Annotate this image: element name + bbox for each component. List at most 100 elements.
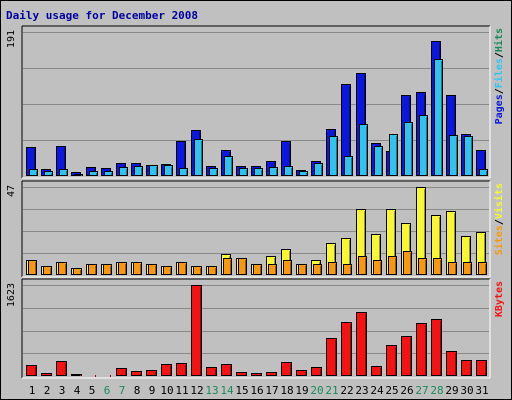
bar-files <box>464 136 473 176</box>
bar-kbytes <box>311 367 322 376</box>
bar-kbytes <box>161 364 172 376</box>
bar-kbytes <box>146 370 157 376</box>
bar-files <box>299 171 308 176</box>
bar-sites <box>433 258 442 275</box>
legend-entry: KBytes <box>494 281 505 317</box>
bar-kbytes <box>191 285 202 376</box>
bar-kbytes <box>386 345 397 376</box>
x-tick-label: 18 <box>280 384 293 397</box>
bar-files <box>164 165 173 176</box>
bar-kbytes <box>401 336 412 376</box>
bar-sites <box>163 266 172 275</box>
bar-files <box>419 115 428 176</box>
x-tick-label: 21 <box>325 384 338 397</box>
bar-files <box>119 167 128 176</box>
bar-files <box>224 156 233 176</box>
bar-files <box>389 134 398 176</box>
bar-sites <box>73 268 82 275</box>
bar-kbytes <box>56 361 67 376</box>
bar-files <box>314 163 323 176</box>
x-tick-label: 24 <box>370 384 384 397</box>
legend-entry: Hits <box>493 28 505 52</box>
legend-separator: / <box>494 88 505 94</box>
x-tick-label: 3 <box>59 384 66 397</box>
bar-sites <box>58 262 67 275</box>
bar-sites <box>418 258 427 275</box>
bar-files <box>329 136 338 176</box>
bar-sites <box>448 262 457 275</box>
bar-sites <box>253 264 262 275</box>
bar-kbytes <box>296 370 307 376</box>
legend-separator: / <box>494 52 505 58</box>
bar-sites <box>403 251 412 275</box>
x-tick-label: 27 <box>415 384 428 397</box>
x-tick-label: 31 <box>475 384 488 397</box>
x-tick-label: 16 <box>250 384 263 397</box>
bar-files <box>194 139 203 176</box>
bar-files <box>449 135 458 176</box>
bar-files <box>359 124 368 176</box>
bar-files <box>29 169 38 176</box>
bar-kbytes <box>326 338 337 376</box>
bar-files <box>209 168 218 176</box>
bar-files <box>179 168 188 176</box>
x-tick-label: 15 <box>235 384 248 397</box>
bar-sites <box>133 262 142 275</box>
x-tick-label: 7 <box>119 384 126 397</box>
legend-entry: Files <box>493 58 505 88</box>
x-tick-label: 22 <box>340 384 353 397</box>
bar-kbytes <box>116 368 127 376</box>
y-max-label: 1623 <box>6 283 17 307</box>
bar-files <box>104 171 113 176</box>
legend-entry: Pages <box>494 94 505 124</box>
legend-entry: Sites <box>493 225 505 255</box>
legend-entry: Visits <box>493 183 505 219</box>
bar-kbytes <box>461 360 472 376</box>
bar-kbytes <box>431 319 442 376</box>
bar-kbytes <box>476 360 487 376</box>
x-tick-label: 8 <box>134 384 141 397</box>
bar-sites <box>88 264 97 275</box>
bar-kbytes <box>446 351 457 376</box>
bar-kbytes <box>41 373 52 376</box>
bar-kbytes <box>206 367 217 376</box>
legend: Sites/Visits <box>493 183 505 255</box>
x-tick-label: 4 <box>74 384 81 397</box>
bar-sites <box>283 260 292 275</box>
panel-visits-sites: 47 Sites/Visits <box>6 180 505 278</box>
x-tick-label: 9 <box>149 384 156 397</box>
bar-kbytes <box>281 362 292 376</box>
bar-files <box>89 171 98 176</box>
bar-kbytes <box>416 323 427 376</box>
y-max-label: 47 <box>6 185 17 197</box>
bar-sites <box>358 256 367 275</box>
bar-kbytes <box>131 371 142 376</box>
bar-kbytes <box>26 365 37 376</box>
x-tick-label: 29 <box>445 384 458 397</box>
bar-files <box>149 165 158 176</box>
bar-sites <box>388 256 397 275</box>
bar-kbytes <box>356 312 367 376</box>
x-tick-label: 10 <box>160 384 173 397</box>
bar-files <box>404 122 413 176</box>
bar-files <box>284 166 293 176</box>
bar-files <box>374 146 383 176</box>
bar-sites <box>313 264 322 275</box>
bar-sites <box>208 266 217 275</box>
bar-files <box>134 166 143 176</box>
bar-sites <box>193 266 202 275</box>
bar-kbytes <box>371 366 382 376</box>
bar-files <box>344 156 353 176</box>
bar-sites <box>373 260 382 275</box>
legend: Pages/Files/Hits <box>493 28 505 124</box>
bar-kbytes <box>71 374 82 376</box>
bar-sites <box>178 262 187 275</box>
x-tick-label: 28 <box>430 384 443 397</box>
bar-files <box>239 168 248 176</box>
bar-sites <box>43 266 52 275</box>
x-tick-label: 17 <box>265 384 278 397</box>
x-tick-label: 2 <box>44 384 51 397</box>
bar-kbytes <box>251 373 262 376</box>
bar-sites <box>298 264 307 275</box>
